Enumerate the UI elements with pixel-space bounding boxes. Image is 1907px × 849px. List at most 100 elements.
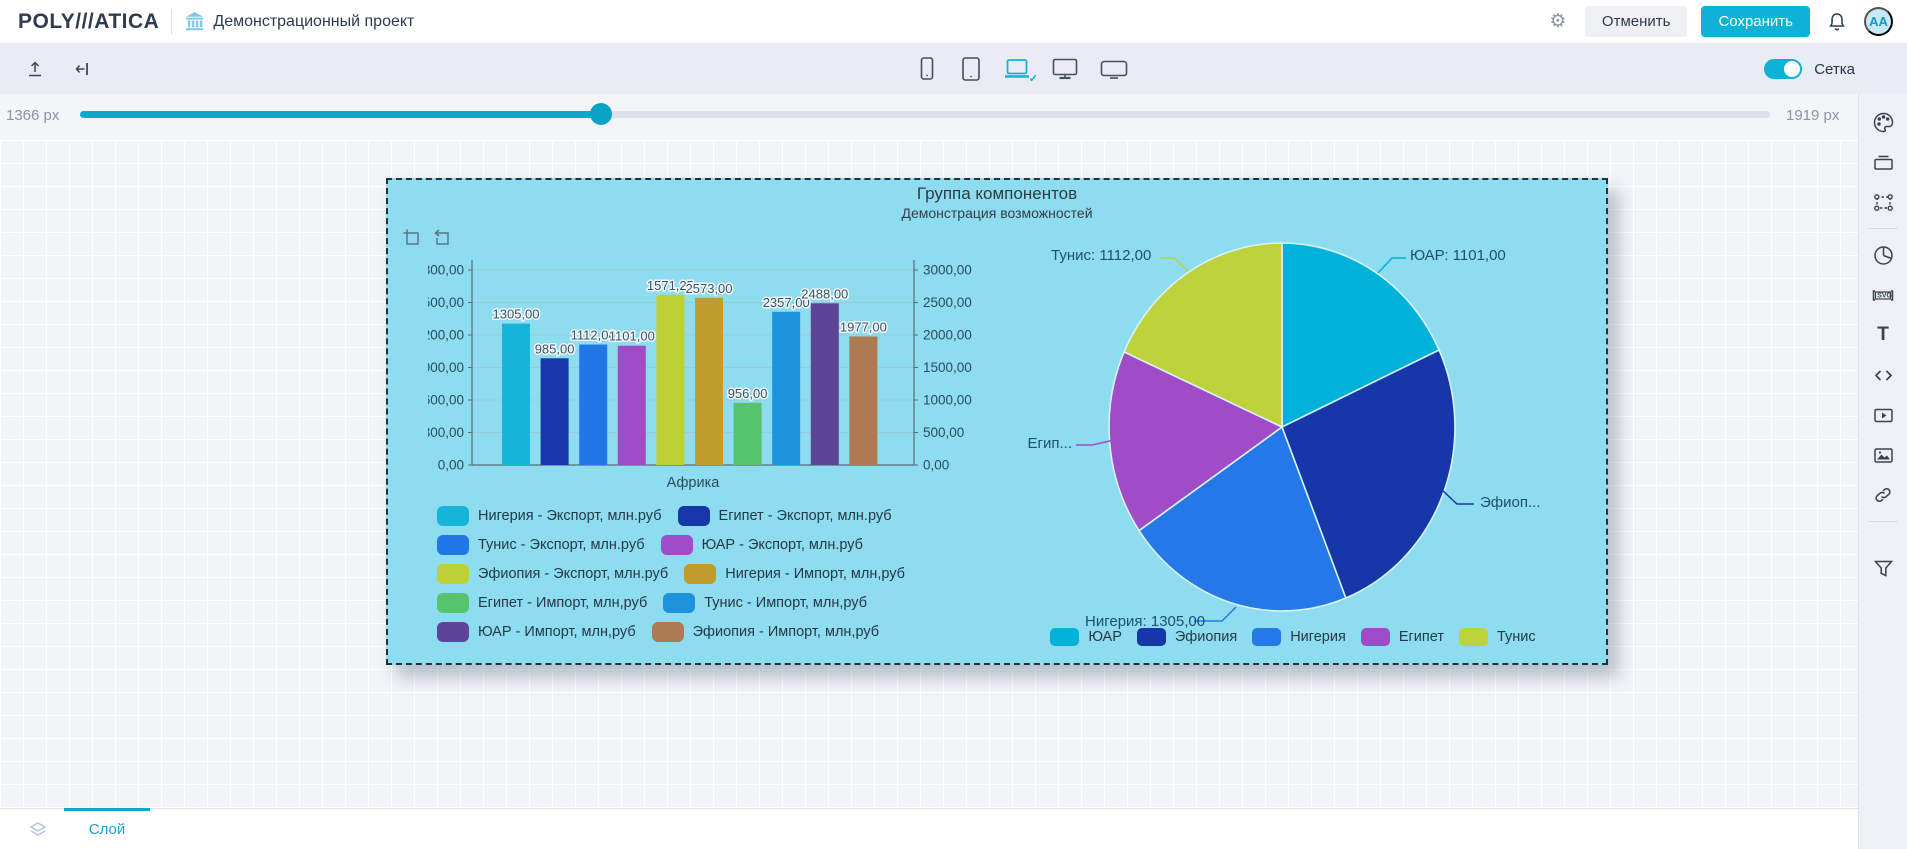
legend-label: ЮАР - Экспорт, млн.руб (701, 537, 863, 553)
legend-label: Египет (1398, 629, 1444, 645)
svg-text:600,00: 600,00 (428, 393, 464, 408)
component-group[interactable]: Группа компонентов Демонстрация возможно… (386, 178, 1608, 665)
collapse-panel-button[interactable] (70, 56, 96, 82)
slider-handle[interactable] (589, 103, 612, 125)
legend-swatch (1050, 628, 1080, 646)
legend-item: Нигерия - Импорт, млн,руб (684, 564, 905, 584)
device-tablet-button[interactable] (959, 56, 983, 82)
svg-text:2357,00: 2357,00 (763, 295, 810, 310)
pie-chart-component-button[interactable] (1863, 235, 1903, 275)
toggle-knob (1784, 61, 1801, 77)
bar-chart-legend: Нигерия - Экспорт, млн.руб Египет - Экспо… (437, 506, 905, 642)
pie-callout-label: Тунис: 1112,00 (1051, 247, 1152, 264)
legend-label: Нигерия (1290, 629, 1346, 645)
legend-swatch (660, 535, 693, 555)
legend-label: Тунис - Экспорт, млн.руб (478, 537, 645, 553)
legend-label: Нигерия - Экспорт, млн.руб (478, 508, 662, 524)
text-component-button[interactable]: T (1863, 315, 1903, 355)
svg-text:2488,00: 2488,00 (801, 286, 848, 301)
pie-leader-line (1076, 439, 1115, 446)
legend-swatch (1360, 628, 1390, 646)
legend-swatch (677, 506, 710, 526)
bank-icon (184, 11, 205, 32)
svg-text:300,00: 300,00 (428, 425, 464, 440)
svg-text:1977,00: 1977,00 (840, 319, 887, 334)
slider-min-label: 1366 px (6, 107, 60, 124)
svg-text:SVG: SVG (1877, 292, 1892, 299)
device-phone-button[interactable] (915, 56, 939, 82)
tab-layer[interactable]: Слой (64, 809, 150, 849)
legend-item: Эфиопия - Экспорт, млн.руб (437, 564, 668, 584)
group-select-button[interactable] (1863, 182, 1903, 222)
image-component-button[interactable] (1863, 435, 1903, 475)
palette-icon (1872, 111, 1895, 134)
svg-text:956,00: 956,00 (728, 386, 768, 401)
divider (171, 8, 173, 35)
video-icon (1872, 404, 1895, 427)
grid-toggle[interactable] (1764, 59, 1803, 79)
link-component-button[interactable] (1863, 475, 1903, 515)
add-frame-button[interactable] (402, 228, 422, 248)
legend-item: Тунис (1458, 628, 1536, 646)
layers-button[interactable] (28, 820, 48, 840)
save-button[interactable]: Сохранить (1701, 6, 1810, 37)
filter-icon (1872, 557, 1895, 580)
design-canvas[interactable]: Группа компонентов Демонстрация возможно… (0, 140, 1858, 808)
legend-item: Египет (1360, 628, 1444, 646)
palette-button[interactable] (1863, 102, 1903, 142)
grid-toggle-label: Сетка (1814, 60, 1855, 78)
svg-text:900,00: 900,00 (428, 360, 464, 375)
svg-component-button[interactable]: SVG (1863, 275, 1903, 315)
svg-text:1800,00: 1800,00 (428, 263, 464, 278)
legend-item: Тунис - Импорт, млн,руб (663, 593, 867, 613)
device-tv-button[interactable] (1099, 56, 1129, 82)
svg-text:1305,00: 1305,00 (493, 307, 540, 322)
slider-max-label: 1919 px (1786, 107, 1840, 124)
device-desktop-button[interactable] (1051, 56, 1079, 82)
text-icon: T (1877, 324, 1889, 345)
cancel-button[interactable]: Отменить (1584, 6, 1688, 37)
image-icon (1872, 444, 1895, 467)
undo-arrow-icon (432, 228, 452, 248)
project-title: Демонстрационный проект (213, 12, 415, 30)
legend-label: Египет - Экспорт, млн.руб (718, 508, 892, 524)
svg-text:1112,00: 1112,00 (571, 328, 616, 343)
svg-text:1200,00: 1200,00 (428, 328, 464, 343)
legend-swatch (651, 622, 684, 642)
legend-swatch (437, 622, 469, 642)
laptop-icon (1003, 56, 1031, 82)
pie-callout-label: Егип... (1027, 435, 1072, 452)
device-laptop-button[interactable]: ✓ (1003, 56, 1038, 85)
bar (695, 297, 723, 465)
drawer-button[interactable] (1863, 142, 1903, 182)
bar (810, 303, 839, 465)
avatar[interactable]: AA (1864, 7, 1893, 36)
settings-button[interactable]: ⚙ (1545, 9, 1571, 35)
legend-item: Египет - Экспорт, млн.руб (677, 506, 892, 526)
legend-item: Эфиопия - Импорт, млн,руб (651, 622, 879, 642)
pie-callout-label: ЮАР: 1101,00 (1410, 247, 1506, 264)
bar (617, 345, 646, 465)
undo-shape-button[interactable] (432, 228, 452, 248)
filter-button[interactable] (1863, 548, 1903, 588)
legend-row: ЮАР - Импорт, млн,руб Эфиопия - Импорт, м… (437, 622, 905, 642)
pie-chart (1076, 242, 1474, 622)
legend-swatch (437, 535, 469, 555)
export-button[interactable] (22, 56, 48, 82)
legend-item: Нигерия - Экспорт, млн.руб (437, 506, 662, 526)
legend-swatch (684, 564, 717, 584)
viewport-width-slider-row: 1366 px 1919 px (0, 94, 1858, 140)
legend-swatch (437, 593, 469, 613)
video-component-button[interactable] (1863, 395, 1903, 435)
code-component-button[interactable] (1863, 355, 1903, 395)
group-title: Группа компонентов (916, 184, 1078, 203)
layers-icon (28, 820, 48, 840)
notifications-button[interactable] (1824, 9, 1850, 35)
components-sidebar: SVG T (1858, 94, 1907, 849)
selected-check-icon: ✓ (1028, 73, 1038, 85)
svg-text:1500,00: 1500,00 (428, 295, 464, 310)
pie-slice (1123, 242, 1283, 429)
svg-icon: SVG (1871, 284, 1895, 307)
width-slider[interactable] (80, 103, 1770, 125)
